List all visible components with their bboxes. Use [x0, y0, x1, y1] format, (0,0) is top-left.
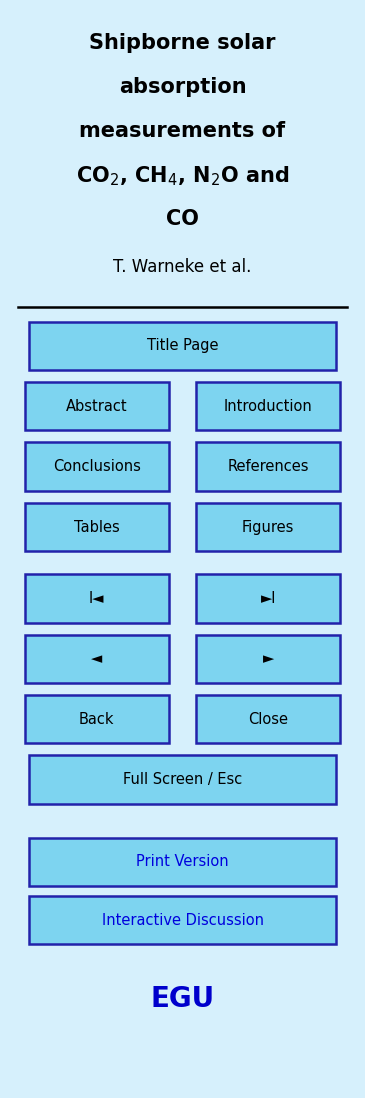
FancyBboxPatch shape — [25, 382, 169, 430]
FancyBboxPatch shape — [25, 635, 169, 683]
FancyBboxPatch shape — [25, 695, 169, 743]
Text: CO$_2$, CH$_4$, N$_2$O and: CO$_2$, CH$_4$, N$_2$O and — [76, 165, 289, 188]
Text: I◄: I◄ — [89, 591, 104, 606]
Text: Interactive Discussion: Interactive Discussion — [101, 912, 264, 928]
Text: measurements of: measurements of — [80, 121, 285, 141]
FancyBboxPatch shape — [196, 503, 340, 551]
Text: Introduction: Introduction — [224, 399, 313, 414]
Text: EGU: EGU — [150, 985, 215, 1013]
FancyBboxPatch shape — [25, 574, 169, 623]
Text: Close: Close — [248, 712, 288, 727]
Text: Back: Back — [79, 712, 115, 727]
Text: ►I: ►I — [261, 591, 276, 606]
FancyBboxPatch shape — [196, 382, 340, 430]
Text: Shipborne solar: Shipborne solar — [89, 33, 276, 53]
FancyBboxPatch shape — [25, 503, 169, 551]
Text: T. Warneke et al.: T. Warneke et al. — [113, 258, 252, 276]
FancyBboxPatch shape — [196, 695, 340, 743]
FancyBboxPatch shape — [29, 322, 336, 370]
FancyBboxPatch shape — [25, 442, 169, 491]
Text: Abstract: Abstract — [66, 399, 127, 414]
FancyBboxPatch shape — [196, 635, 340, 683]
Text: Figures: Figures — [242, 519, 295, 535]
FancyBboxPatch shape — [29, 755, 336, 804]
Text: References: References — [227, 459, 309, 474]
FancyBboxPatch shape — [29, 838, 336, 886]
FancyBboxPatch shape — [196, 574, 340, 623]
Text: Title Page: Title Page — [147, 338, 218, 354]
Text: ◄: ◄ — [91, 651, 102, 666]
Text: Print Version: Print Version — [136, 854, 229, 870]
Text: absorption: absorption — [119, 77, 246, 97]
Text: Tables: Tables — [74, 519, 120, 535]
Text: ►: ► — [263, 651, 274, 666]
Text: Full Screen / Esc: Full Screen / Esc — [123, 772, 242, 787]
FancyBboxPatch shape — [196, 442, 340, 491]
Text: CO: CO — [166, 209, 199, 228]
FancyBboxPatch shape — [29, 896, 336, 944]
Text: Conclusions: Conclusions — [53, 459, 141, 474]
